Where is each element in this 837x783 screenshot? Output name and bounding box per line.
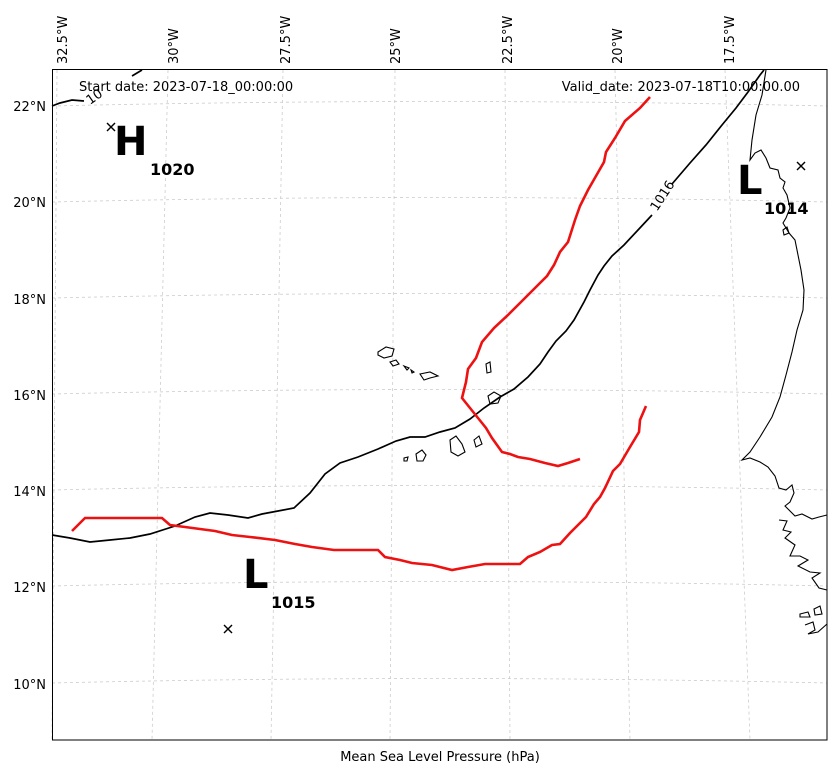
lat-tick-label: 18°N bbox=[13, 293, 46, 308]
latitude-ticks: 22°N 20°N 18°N 16°N 14°N 12°N 10°N bbox=[13, 100, 46, 693]
lat-tick-label: 20°N bbox=[13, 196, 46, 211]
pressure-center-labels: H 1020 L 1014 L 1015 bbox=[114, 119, 809, 612]
lat-tick-label: 12°N bbox=[13, 581, 46, 596]
lon-tick-label: 17.5°W bbox=[723, 16, 738, 64]
high-center-marker bbox=[106, 122, 116, 132]
isobar-1016: 1016 10 bbox=[51, 69, 765, 543]
lat-tick-label: 16°N bbox=[13, 389, 46, 404]
high-label: H bbox=[114, 119, 147, 165]
lat-tick-label: 14°N bbox=[13, 485, 46, 500]
lon-tick-label: 20°W bbox=[611, 28, 626, 64]
low-value-south: 1015 bbox=[271, 593, 316, 612]
longitude-ticks: 32.5°W 30°W 27.5°W 25°W 22.5°W 20°W 17.5… bbox=[56, 16, 738, 64]
start-date-text: Start date: 2023-07-18_00:00:00 bbox=[79, 80, 293, 95]
low-label-east: L bbox=[737, 158, 763, 204]
cape-verde-islands bbox=[377, 346, 502, 462]
lon-tick-label: 27.5°W bbox=[279, 16, 294, 64]
lon-tick-label: 30°W bbox=[167, 28, 182, 64]
low-center-marker-south bbox=[223, 624, 233, 634]
pressure-center-markers bbox=[106, 122, 806, 634]
high-value: 1020 bbox=[150, 160, 195, 179]
lat-tick-label: 10°N bbox=[13, 678, 46, 693]
lon-tick-label: 25°W bbox=[389, 28, 404, 64]
lon-tick-label: 32.5°W bbox=[56, 16, 71, 64]
graticule bbox=[51, 69, 828, 741]
isobar-label-1016: 1016 bbox=[648, 178, 679, 214]
low-label-south: L bbox=[243, 552, 269, 598]
africa-coastline bbox=[740, 69, 828, 635]
valid-date-text: Valid_date: 2023-07-18T10:00:00.00 bbox=[562, 80, 800, 95]
low-center-marker-east bbox=[796, 161, 806, 171]
surface-fronts bbox=[71, 96, 651, 572]
lon-tick-label: 22.5°W bbox=[501, 16, 516, 64]
low-value-east: 1014 bbox=[764, 199, 809, 218]
map-xlabel: Mean Sea Level Pressure (hPa) bbox=[340, 750, 540, 765]
map-frame bbox=[52, 69, 828, 741]
lat-tick-label: 22°N bbox=[13, 100, 46, 115]
